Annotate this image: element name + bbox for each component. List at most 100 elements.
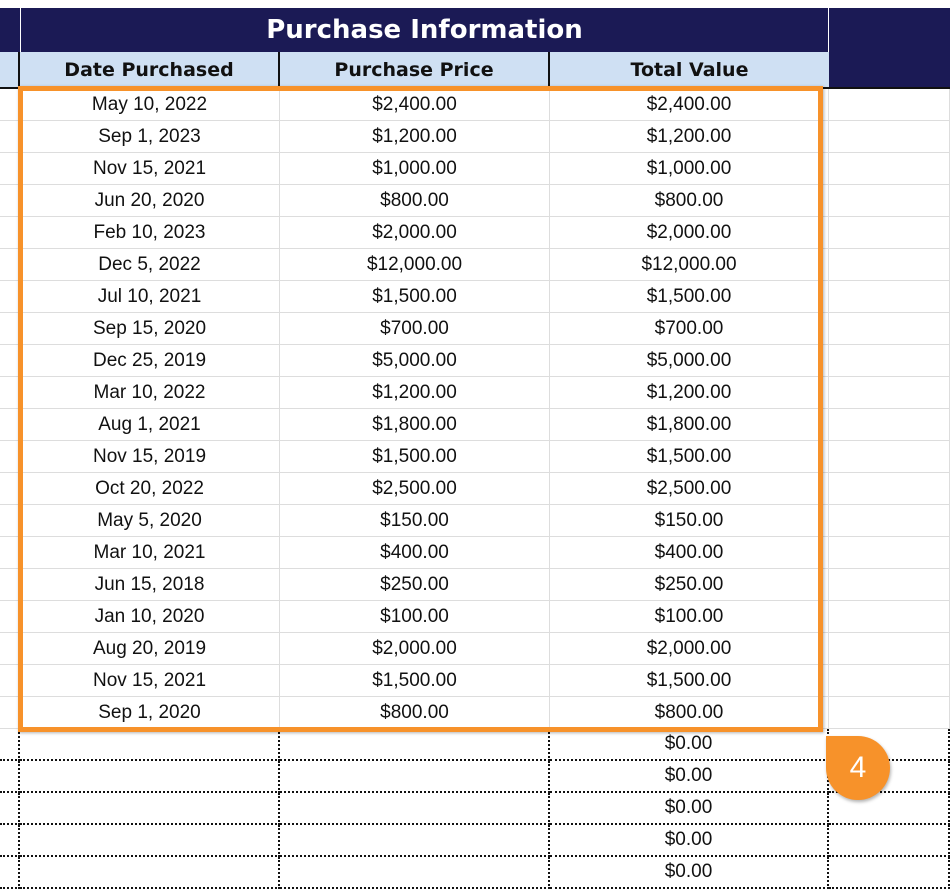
total-cell[interactable]: $100.00 — [550, 601, 829, 633]
total-cell[interactable]: $1,200.00 — [550, 121, 829, 153]
empty-cell[interactable] — [829, 153, 950, 185]
row-gutter-cell[interactable] — [0, 409, 20, 441]
date-cell[interactable] — [20, 825, 280, 857]
empty-cell[interactable] — [829, 729, 950, 761]
total-cell[interactable]: $700.00 — [550, 313, 829, 345]
row-gutter-cell[interactable] — [0, 505, 20, 537]
date-cell[interactable] — [20, 857, 280, 889]
date-cell[interactable]: Oct 20, 2022 — [20, 473, 280, 505]
total-cell[interactable]: $0.00 — [550, 729, 829, 761]
column-header-total[interactable]: Total Value — [550, 52, 829, 88]
total-cell[interactable]: $2,000.00 — [550, 633, 829, 665]
row-gutter-cell[interactable] — [0, 281, 20, 313]
date-cell[interactable]: Mar 10, 2022 — [20, 377, 280, 409]
price-cell[interactable]: $1,800.00 — [280, 409, 550, 441]
total-cell[interactable]: $1,200.00 — [550, 377, 829, 409]
date-cell[interactable]: Jun 15, 2018 — [20, 569, 280, 601]
row-gutter-cell[interactable] — [0, 825, 20, 857]
empty-cell[interactable] — [829, 89, 950, 121]
price-cell[interactable]: $1,500.00 — [280, 281, 550, 313]
price-cell[interactable]: $250.00 — [280, 569, 550, 601]
date-cell[interactable]: Jul 10, 2021 — [20, 281, 280, 313]
row-gutter-cell[interactable] — [0, 729, 20, 761]
date-cell[interactable]: Nov 15, 2021 — [20, 153, 280, 185]
row-gutter-cell[interactable] — [0, 697, 20, 729]
total-cell[interactable]: $1,000.00 — [550, 153, 829, 185]
row-gutter-cell[interactable] — [0, 537, 20, 569]
empty-cell[interactable] — [829, 121, 950, 153]
date-cell[interactable]: May 5, 2020 — [20, 505, 280, 537]
price-cell[interactable] — [280, 793, 550, 825]
empty-cell[interactable] — [829, 377, 950, 409]
date-cell[interactable]: Dec 5, 2022 — [20, 249, 280, 281]
price-cell[interactable]: $150.00 — [280, 505, 550, 537]
date-cell[interactable]: Aug 20, 2019 — [20, 633, 280, 665]
empty-cell[interactable] — [829, 569, 950, 601]
empty-cell[interactable] — [829, 505, 950, 537]
total-cell[interactable]: $0.00 — [550, 761, 829, 793]
row-gutter-cell[interactable] — [0, 601, 20, 633]
date-cell[interactable] — [20, 793, 280, 825]
row-gutter-cell[interactable] — [0, 377, 20, 409]
row-gutter-cell[interactable] — [0, 761, 20, 793]
total-cell[interactable]: $2,000.00 — [550, 217, 829, 249]
price-cell[interactable]: $800.00 — [280, 697, 550, 729]
date-cell[interactable]: Sep 1, 2023 — [20, 121, 280, 153]
date-cell[interactable]: Nov 15, 2021 — [20, 665, 280, 697]
row-gutter-cell[interactable] — [0, 793, 20, 825]
empty-cell[interactable] — [829, 473, 950, 505]
price-cell[interactable] — [280, 857, 550, 889]
total-cell[interactable]: $1,500.00 — [550, 281, 829, 313]
row-gutter-cell[interactable] — [0, 857, 20, 889]
price-cell[interactable]: $1,000.00 — [280, 153, 550, 185]
empty-cell[interactable] — [829, 761, 950, 793]
empty-cell[interactable] — [829, 665, 950, 697]
empty-cell[interactable] — [829, 697, 950, 729]
column-header-price[interactable]: Purchase Price — [280, 52, 550, 88]
date-cell[interactable] — [20, 729, 280, 761]
row-gutter-cell[interactable] — [0, 345, 20, 377]
row-gutter-cell[interactable] — [0, 249, 20, 281]
total-cell[interactable]: $2,500.00 — [550, 473, 829, 505]
date-cell[interactable]: Jun 20, 2020 — [20, 185, 280, 217]
date-cell[interactable] — [20, 761, 280, 793]
total-cell[interactable]: $800.00 — [550, 185, 829, 217]
empty-cell[interactable] — [829, 409, 950, 441]
date-cell[interactable]: Jan 10, 2020 — [20, 601, 280, 633]
row-gutter-cell[interactable] — [0, 633, 20, 665]
row-gutter-cell[interactable] — [0, 665, 20, 697]
date-cell[interactable]: Mar 10, 2021 — [20, 537, 280, 569]
price-cell[interactable]: $12,000.00 — [280, 249, 550, 281]
row-gutter-cell[interactable] — [0, 153, 20, 185]
price-cell[interactable]: $1,500.00 — [280, 441, 550, 473]
total-cell[interactable]: $12,000.00 — [550, 249, 829, 281]
price-cell[interactable]: $1,200.00 — [280, 121, 550, 153]
total-cell[interactable]: $5,000.00 — [550, 345, 829, 377]
price-cell[interactable]: $2,400.00 — [280, 89, 550, 121]
column-header-date[interactable]: Date Purchased — [20, 52, 280, 88]
empty-cell[interactable] — [829, 857, 950, 889]
total-cell[interactable]: $800.00 — [550, 697, 829, 729]
total-cell[interactable]: $1,800.00 — [550, 409, 829, 441]
date-cell[interactable]: Sep 15, 2020 — [20, 313, 280, 345]
date-cell[interactable]: Dec 25, 2019 — [20, 345, 280, 377]
date-cell[interactable]: Nov 15, 2019 — [20, 441, 280, 473]
empty-cell[interactable] — [829, 249, 950, 281]
price-cell[interactable]: $400.00 — [280, 537, 550, 569]
price-cell[interactable]: $2,500.00 — [280, 473, 550, 505]
empty-cell[interactable] — [829, 537, 950, 569]
row-gutter-cell[interactable] — [0, 185, 20, 217]
total-cell[interactable]: $250.00 — [550, 569, 829, 601]
total-cell[interactable]: $2,400.00 — [550, 89, 829, 121]
total-cell[interactable]: $0.00 — [550, 857, 829, 889]
empty-cell[interactable] — [829, 313, 950, 345]
total-cell[interactable]: $1,500.00 — [550, 441, 829, 473]
total-cell[interactable]: $150.00 — [550, 505, 829, 537]
empty-cell[interactable] — [829, 633, 950, 665]
empty-cell[interactable] — [829, 217, 950, 249]
row-gutter-cell[interactable] — [0, 569, 20, 601]
price-cell[interactable]: $700.00 — [280, 313, 550, 345]
row-gutter-cell[interactable] — [0, 217, 20, 249]
date-cell[interactable]: May 10, 2022 — [20, 89, 280, 121]
date-cell[interactable]: Feb 10, 2023 — [20, 217, 280, 249]
